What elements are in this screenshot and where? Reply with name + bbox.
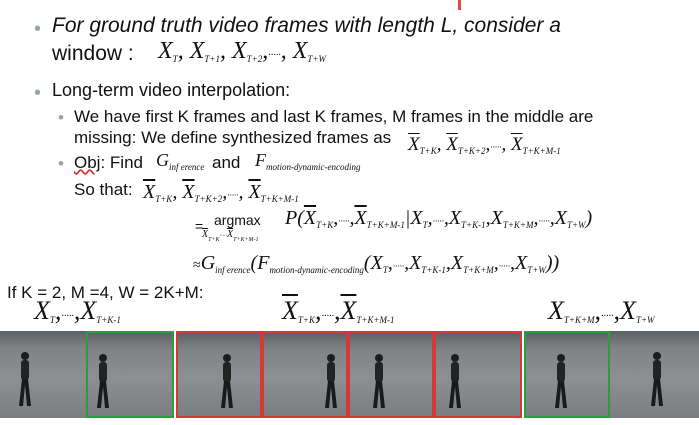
argmax-label: argmax: [214, 212, 261, 228]
video-frame: [176, 331, 262, 418]
setup-line: If K = 2, M =4, W = 2K+M:: [7, 283, 204, 302]
line-4: We have first K frames and last K frames…: [74, 107, 594, 126]
line-3: Long-term video interpolation:: [52, 80, 291, 100]
walking-person-icon: [449, 354, 461, 408]
line-2: window :: [52, 42, 134, 65]
video-frame: [610, 331, 699, 418]
video-frame: [0, 331, 86, 418]
sothat-formula: XT+K, XT+K+2,·····, XT+K+M-1: [143, 181, 299, 204]
and-word: and: [212, 153, 241, 172]
video-frame: [86, 331, 174, 418]
label-last-frames: XT+K+M,·····,XT+W: [548, 296, 655, 325]
video-frame: [524, 331, 610, 418]
red-marker: [458, 0, 461, 10]
walking-person-icon: [97, 354, 109, 408]
walking-person-icon: [19, 352, 31, 406]
G-inference: Ginf erence: [156, 150, 205, 172]
F-motion: Fmotion-dynamic-encoding: [255, 150, 361, 172]
line-7: So that:: [74, 180, 133, 199]
video-frame: [348, 331, 434, 418]
argmax-subscript: XT+K·····XT+K+M-1: [202, 229, 259, 243]
walking-person-icon: [651, 352, 663, 406]
bullet-1: •: [34, 18, 42, 40]
video-frame: [434, 331, 522, 418]
line-6: Obj: Find: [74, 153, 143, 172]
walking-person-icon: [325, 354, 337, 408]
label-first-frames: XT,·····,XT+K-1: [34, 296, 121, 325]
video-frame: [262, 331, 348, 418]
walking-person-icon: [221, 354, 233, 408]
sub-bullet-1: •: [58, 108, 64, 127]
approx-formula: ≈Ginf erence(Fmotion-dynamic-encoding(XT…: [193, 252, 560, 275]
equals-sign: =: [195, 218, 204, 234]
bullet-2: •: [34, 82, 42, 104]
walking-person-icon: [555, 354, 567, 408]
sub-bullet-2: •: [58, 154, 64, 173]
line-5: missing: We define synthesized frames as: [74, 128, 392, 147]
walking-person-icon: [373, 354, 385, 408]
probability-formula: P(XT+K,·····,XT+K+M-1|XT,·····,XT+K-1,XT…: [285, 207, 593, 230]
synth-formula: XT+K, XT+K+2,·····, XT+K+M-1: [408, 134, 561, 156]
line-1: For ground truth video frames with lengt…: [52, 14, 561, 37]
window-formula: XT, XT+1, XT+2,·····, XT+W: [158, 38, 326, 64]
label-missing-frames: XT+K,·····,XT+K+M-1: [282, 296, 395, 325]
